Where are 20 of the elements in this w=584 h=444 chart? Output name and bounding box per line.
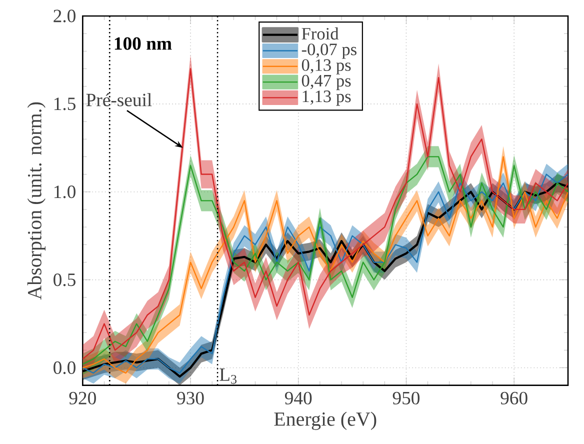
annotation: Pré-seuil (86, 93, 152, 106)
y-tick-label: 1.5 (54, 98, 76, 110)
annotation: 100 nm (114, 37, 172, 50)
x-tick-label: 920 (69, 392, 96, 404)
x-tick-label: 930 (177, 392, 204, 404)
y-tick-label: 1.0 (54, 186, 76, 198)
x-tick-label: 960 (500, 392, 528, 404)
x-axis-title: Energie (eV) (274, 412, 376, 430)
legend-label: 0,47 ps (302, 74, 351, 90)
x-tick-label: 940 (284, 392, 312, 404)
legend-label: Froid (302, 27, 339, 40)
x-tick-label: 950 (392, 392, 420, 404)
legend-label: 1,13 ps (302, 90, 351, 106)
legend-label: -0,07 ps (302, 44, 356, 59)
legend-label: 0,13 ps (302, 59, 351, 74)
y-tick-label: 0.5 (54, 273, 76, 286)
y-tick-label: 0.0 (54, 361, 76, 374)
y-axis-title: Absorption (unit. norm.) (27, 102, 46, 300)
y-tick-label: 2.0 (54, 10, 76, 22)
ref-line-label: L$_{3}$ (220, 368, 237, 384)
